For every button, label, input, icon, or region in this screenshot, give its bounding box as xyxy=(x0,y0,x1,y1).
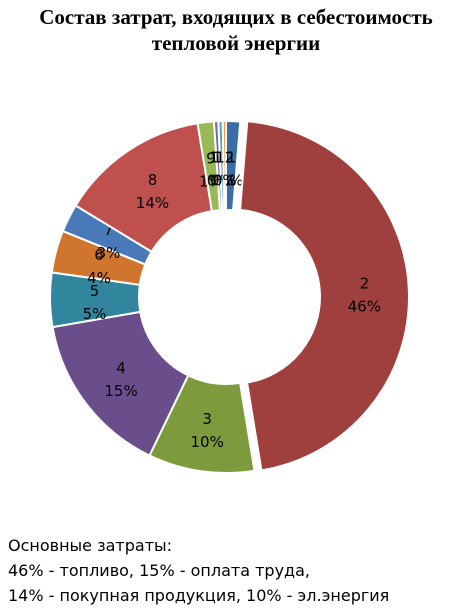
slice-label-12: 12 xyxy=(215,149,234,167)
slice-percent-8: 14% xyxy=(136,194,169,212)
slice-percent-4: 15% xyxy=(104,382,137,400)
chart-title: Состав затрат, входящих в себестоимость … xyxy=(0,4,472,56)
slice-percent-3: 10% xyxy=(191,433,224,451)
slice-percent-5: 5% xyxy=(83,305,107,323)
slice-label-8: 8 xyxy=(148,171,158,189)
slice-percent-7: 3% xyxy=(97,244,121,262)
chart-title-line-1: Состав затрат, входящих в себестоимость xyxy=(39,5,433,29)
slice-label-5: 5 xyxy=(90,282,100,300)
slice-label-6: 6 xyxy=(94,246,104,264)
slice-label-7: 7 xyxy=(104,221,114,239)
slice-percent-11: 0% xyxy=(210,172,234,190)
slice-12 xyxy=(221,119,227,212)
notes-line-products-power: 14% - покупная продукция, 10% - эл.энерг… xyxy=(8,586,390,605)
slice-label-1: 1 xyxy=(227,149,237,167)
slice-label-4: 4 xyxy=(116,359,126,377)
notes-heading: Основные затраты: xyxy=(8,536,173,555)
slice-2 xyxy=(238,120,410,472)
slice-percent-6: 4% xyxy=(87,269,111,287)
chart-title-line-2: тепловой энергии xyxy=(151,31,321,55)
notes-block: Основные затраты: 46% - топливо, 15% - о… xyxy=(8,533,468,608)
donut-chart: 12%246%310%415%55%64%73%814%91%100%110%1… xyxy=(49,119,410,474)
notes-line-fuel-labor: 46% - топливо, 15% - оплата труда, xyxy=(8,561,310,580)
slice-label-3: 3 xyxy=(202,410,212,428)
slice-label-9: 9 xyxy=(206,149,216,167)
slice-label-2: 2 xyxy=(360,274,370,292)
slice-4 xyxy=(51,310,190,457)
slice-percent-2: 46% xyxy=(348,297,381,315)
slice-percent-12: 0% xyxy=(213,172,237,190)
